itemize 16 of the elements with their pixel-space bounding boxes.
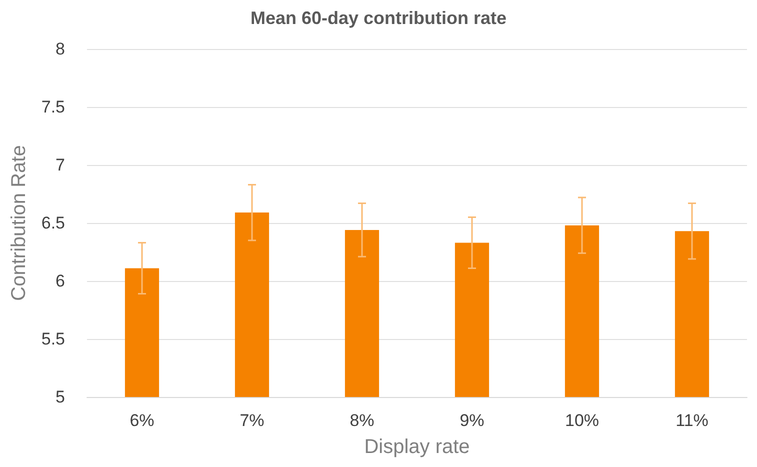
y-tick-label: 6 <box>56 272 65 290</box>
y-axis-title: Contribution Rate <box>8 145 30 301</box>
y-tick-label: 5 <box>56 388 65 406</box>
x-tick-label: 7% <box>240 411 264 430</box>
y-tick-label: 5.5 <box>41 330 65 348</box>
x-tick-label: 6% <box>130 411 154 430</box>
y-tick-label: 8 <box>56 40 65 58</box>
x-tick-label: 10% <box>564 411 600 430</box>
x-tick-label: 8% <box>350 411 374 430</box>
x-tick-label: 11% <box>676 411 708 430</box>
x-axis-title: Display rate <box>364 436 470 458</box>
chart-title: Mean 60-day contribution rate <box>250 8 507 28</box>
y-tick-label: 7 <box>56 156 65 174</box>
y-tick-label: 6.5 <box>41 214 65 232</box>
x-tick-label: 9% <box>460 411 484 430</box>
y-tick-label: 7.5 <box>41 98 65 116</box>
